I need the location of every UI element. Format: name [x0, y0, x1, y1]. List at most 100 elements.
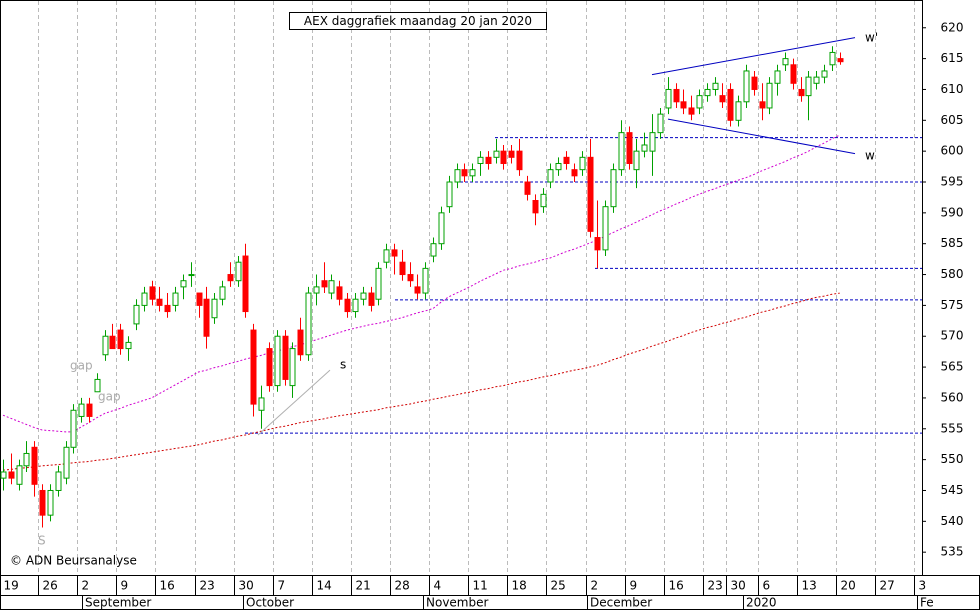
moving-average: [2, 292, 840, 471]
x-tick-label: 26: [43, 579, 58, 593]
candle-body: [579, 156, 586, 171]
candle-body: [63, 446, 70, 479]
candle-body: [493, 150, 500, 158]
x-tick-label: 9: [630, 579, 638, 593]
candle-body: [790, 64, 797, 84]
candle-body: [321, 280, 328, 288]
month-label: September: [85, 596, 151, 610]
candle-body: [438, 212, 445, 245]
y-tick-label: 545: [941, 483, 964, 497]
trendline: [667, 118, 856, 155]
x-tick-label: 11: [473, 579, 488, 593]
y-tick-label: 580: [941, 267, 964, 281]
candle-body: [375, 267, 382, 300]
trendline-label: w': [865, 31, 878, 45]
candle-body: [540, 193, 547, 208]
candle-body: [383, 249, 390, 263]
candle-body: [759, 101, 766, 109]
candle-body: [688, 107, 695, 115]
y-tick-label: 585: [941, 236, 964, 250]
x-tick-label: 30: [239, 579, 254, 593]
x-tick-label: 16: [669, 579, 684, 593]
candle-body: [219, 286, 226, 300]
candle-body: [328, 280, 335, 294]
candle-body: [125, 341, 132, 350]
candle-body: [532, 200, 539, 214]
y-tick-label: 590: [941, 205, 964, 219]
candle-body: [133, 304, 140, 325]
candle-body: [649, 132, 656, 152]
candle-body: [305, 292, 312, 356]
candle-body: [461, 169, 468, 177]
candle-body: [8, 471, 15, 479]
candle-body: [94, 378, 101, 393]
candle-body: [813, 76, 820, 84]
x-tick-label: 18: [512, 579, 527, 593]
candle-body: [336, 286, 343, 300]
title-box: [289, 12, 547, 30]
candle-body: [211, 298, 218, 319]
candle-body: [829, 51, 836, 66]
candle-body: [203, 298, 210, 337]
candle-body: [430, 243, 437, 257]
x-tick-label: 3: [919, 579, 927, 593]
candle-body: [766, 82, 773, 109]
candle-body: [352, 298, 359, 313]
candle-body: [407, 274, 414, 282]
trendline: [651, 37, 856, 76]
candle-body: [618, 132, 625, 171]
annotation: gap: [98, 390, 121, 404]
candle-body: [516, 150, 523, 171]
candle-body: [289, 348, 296, 387]
candle-body: [23, 452, 30, 467]
candle-body: [774, 70, 781, 84]
candle-body: [735, 101, 742, 121]
candle-body: [360, 292, 367, 300]
annotation: gap: [70, 359, 93, 373]
candle-body: [524, 181, 531, 195]
candle-body: [86, 403, 93, 417]
candle-body: [70, 409, 77, 448]
month-label: November: [426, 596, 488, 610]
month-label: Fe: [920, 596, 934, 610]
trendline-label: s: [340, 358, 346, 372]
x-tick-label: 28: [395, 579, 410, 593]
candle-body: [55, 471, 62, 491]
candle-body: [391, 249, 398, 257]
candle-body: [626, 132, 633, 164]
candle-body: [368, 292, 375, 306]
candle-body: [250, 329, 257, 405]
candle-body: [454, 169, 461, 183]
x-tick-label: 2: [591, 579, 599, 593]
candle-body: [743, 70, 750, 103]
month-label: December: [590, 596, 652, 610]
candle-body: [399, 261, 406, 276]
x-tick-label: 23: [708, 579, 723, 593]
y-tick-label: 575: [941, 298, 964, 312]
month-label: October: [246, 596, 294, 610]
x-tick-label: 19: [4, 579, 19, 593]
candle-body: [485, 156, 492, 164]
candle-body: [180, 280, 187, 288]
candle-body: [610, 169, 617, 208]
candle-body: [422, 267, 429, 294]
candle-body: [665, 88, 672, 109]
credit: © ADN Beursanalyse: [10, 554, 137, 568]
candle-body: [188, 274, 195, 277]
y-tick-label: 555: [941, 421, 964, 435]
candle-body: [571, 169, 578, 177]
candle-body: [696, 95, 703, 109]
x-tick-label: 4: [434, 579, 442, 593]
candle-body: [712, 82, 719, 90]
candle-body: [751, 76, 758, 90]
candle-body: [164, 304, 171, 313]
candle-body: [657, 113, 664, 134]
candle-body: [242, 255, 249, 313]
candle-body: [594, 237, 601, 251]
candle-body: [704, 88, 711, 97]
candle-body: [227, 274, 234, 282]
x-tick-label: 6: [763, 579, 771, 593]
candle-body: [500, 150, 507, 164]
candle-body: [798, 88, 805, 97]
candle-body: [109, 335, 116, 350]
